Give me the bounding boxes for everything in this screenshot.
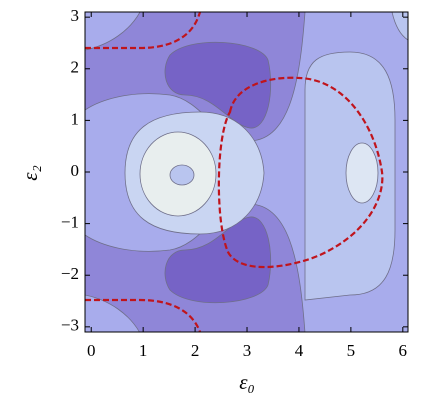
x-tick-label: 1 bbox=[139, 341, 148, 360]
y-tick-label: 0 bbox=[71, 161, 80, 180]
y-tick-label: −1 bbox=[61, 213, 79, 232]
y-tick-label: −2 bbox=[61, 264, 79, 283]
y-axis-title: ε₂ bbox=[18, 165, 42, 181]
x-axis-title: ε₀ bbox=[239, 370, 255, 394]
x-tick-label: 0 bbox=[87, 341, 96, 360]
y-tick-label: −3 bbox=[61, 316, 79, 335]
y-tick-label: 1 bbox=[71, 109, 80, 128]
x-tick-label: 5 bbox=[347, 341, 356, 360]
x-tick-label: 6 bbox=[399, 341, 408, 360]
x-tick-label: 4 bbox=[295, 341, 304, 360]
contour-fills bbox=[85, 12, 408, 332]
y-tick-label: 2 bbox=[71, 58, 80, 77]
x-tick-label: 2 bbox=[191, 341, 200, 360]
x-tick-label: 3 bbox=[243, 341, 252, 360]
y-tick-label: 3 bbox=[71, 6, 80, 25]
